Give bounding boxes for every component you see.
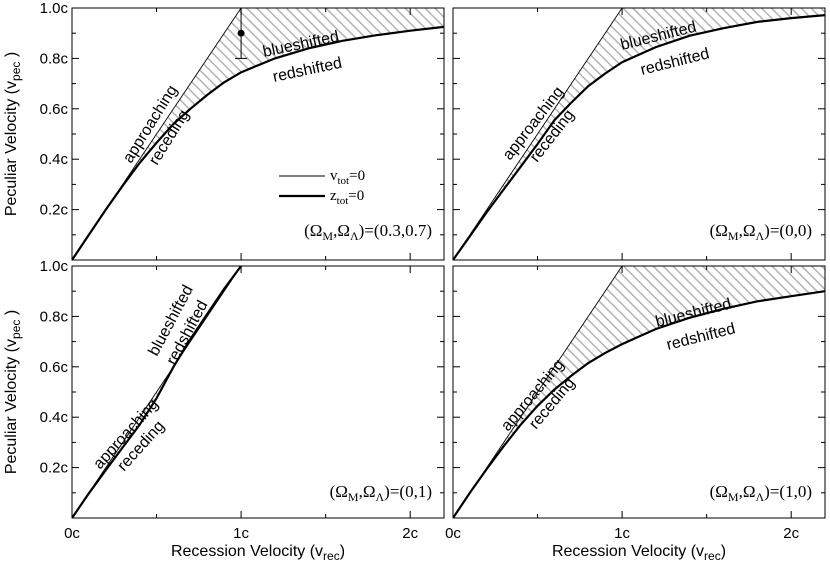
legend-ztot-label: ztot=0 bbox=[330, 188, 364, 207]
y-tick-label: 0.2c bbox=[40, 460, 69, 477]
panel-top-right: approaching receding blueshifted redshif… bbox=[452, 7, 826, 261]
y-tick-label: 0.6c bbox=[40, 101, 69, 118]
y-tick-label: 0.6c bbox=[40, 359, 69, 376]
omega-label: (ΩM,ΩΛ)=(0,0) bbox=[710, 221, 812, 243]
omega-label: (ΩM,ΩΛ)=(0,1) bbox=[330, 482, 432, 504]
hatched-region bbox=[453, 266, 825, 518]
tick-marks bbox=[452, 265, 825, 518]
ztot-zero-line bbox=[72, 266, 242, 518]
vtot-zero-line bbox=[453, 8, 623, 260]
panel-bottom-right: approaching receding blueshifted redshif… bbox=[452, 265, 826, 519]
y-tick-label: 0.2c bbox=[40, 202, 69, 219]
x-tick-label: 0c bbox=[64, 525, 80, 542]
ztot-zero-line bbox=[453, 14, 825, 260]
x-tick-label: 1c bbox=[233, 525, 249, 542]
hatched-region bbox=[72, 8, 444, 260]
x-tick-label: 0c bbox=[445, 525, 461, 542]
y-axis-label-bottom: Peculiar Velocity (vpec ) bbox=[3, 310, 23, 474]
x-axis-label-right: Recession Velocity (vrec) bbox=[552, 543, 726, 563]
ztot-zero-line bbox=[72, 25, 444, 260]
y-tick-label: 0.4c bbox=[40, 409, 69, 426]
y-tick-label: 1.0c bbox=[40, 258, 69, 275]
x-tick-label: 1c bbox=[614, 525, 630, 542]
y-tick-label: 0.8c bbox=[40, 50, 69, 67]
ztot-zero-line bbox=[453, 290, 825, 518]
panel-frame bbox=[71, 265, 445, 519]
label-redshifted: redshifted bbox=[271, 55, 343, 86]
panel-bottom-left: approaching receding blueshifted redshif… bbox=[71, 265, 445, 519]
y-axis-label-top: Peculiar Velocity (vpec ) bbox=[3, 52, 23, 216]
legend: vtot=0 ztot=0 bbox=[279, 168, 365, 207]
legend-vtot-label: vtot=0 bbox=[330, 168, 365, 187]
y-tick-label: 1.0c bbox=[40, 0, 69, 17]
tick-marks bbox=[71, 7, 444, 260]
y-tick-label: 0.8c bbox=[40, 308, 69, 325]
x-tick-labels: 0c 1c 2c 0c 1c 2c bbox=[64, 525, 800, 542]
omega-label: (ΩM,ΩΛ)=(1,0) bbox=[710, 482, 812, 504]
data-point bbox=[237, 29, 245, 37]
x-tick-label: 2c bbox=[402, 525, 418, 542]
tick-marks bbox=[452, 7, 825, 260]
x-axis-label-left: Recession Velocity (vrec) bbox=[171, 543, 345, 563]
y-tick-labels: 0.2c 0.4c 0.6c 0.8c 1.0c 0.2c 0.4c 0.6c 0.8c 1.0c bbox=[40, 0, 69, 477]
x-tick-label: 2c bbox=[783, 525, 799, 542]
panel-top-left: approaching receding blueshifted redshif… bbox=[71, 7, 445, 261]
y-tick-label: 0.4c bbox=[40, 151, 69, 168]
omega-label: (ΩM,ΩΛ)=(0.3,0.7) bbox=[304, 221, 432, 243]
tick-marks bbox=[71, 265, 444, 518]
